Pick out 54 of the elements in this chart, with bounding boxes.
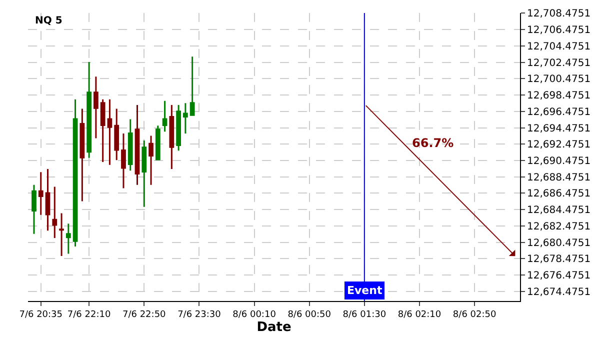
y-tick-label: 12,680.4751 xyxy=(527,238,591,249)
x-tick-label: 7/6 22:10 xyxy=(67,310,111,320)
candlestick xyxy=(142,140,147,208)
y-tick-label: 12,706.4751 xyxy=(527,25,591,36)
y-tick-label: 12,692.4751 xyxy=(527,140,591,151)
x-axis-title: Date xyxy=(256,320,292,335)
chart-title: NQ 5 xyxy=(35,16,62,26)
candlestick xyxy=(121,132,126,189)
y-tick-label: 12,682.4751 xyxy=(527,221,591,232)
candlestick xyxy=(148,134,154,186)
candlestick xyxy=(128,118,133,172)
x-tick-label: 8/6 01:30 xyxy=(342,310,386,320)
candlestick xyxy=(155,124,160,160)
x-tick-label: 8/6 00:10 xyxy=(232,310,276,320)
y-tick-label: 12,676.4751 xyxy=(527,270,591,282)
x-tick-label: 7/6 22:50 xyxy=(122,310,166,320)
y-tick-label: 12,674.4751 xyxy=(527,286,591,298)
candlestick xyxy=(107,98,112,166)
x-tick-label: 8/6 02:10 xyxy=(398,310,442,320)
y-tick-label: 12,708.4751 xyxy=(527,8,591,20)
candlestick xyxy=(134,104,140,186)
x-tick-label: 7/6 23:30 xyxy=(178,310,222,320)
candlestick xyxy=(176,104,181,152)
candlestick xyxy=(114,108,120,161)
x-tick-label: 7/6 20:35 xyxy=(19,310,63,320)
y-tick-label: 12,704.4751 xyxy=(527,41,591,52)
y-tick-label: 12,678.4751 xyxy=(527,254,591,266)
candlestick xyxy=(72,98,78,248)
y-tick-label: 12,686.4751 xyxy=(527,188,591,200)
y-tick-label: 12,702.4751 xyxy=(527,58,591,69)
annotation: 66.7% xyxy=(412,136,454,150)
y-tick-label: 12,688.4751 xyxy=(527,172,591,184)
y-tick-label: 12,690.4751 xyxy=(527,156,591,167)
y-tick-label: 12,698.4751 xyxy=(527,90,591,102)
candlestick xyxy=(169,104,174,170)
candlestick xyxy=(100,98,106,163)
candlestick xyxy=(45,168,50,232)
ref-line-label: Event xyxy=(347,284,382,297)
candlestick xyxy=(32,184,36,235)
candlestick xyxy=(52,186,58,239)
candlestick xyxy=(190,56,195,116)
candlestick xyxy=(162,100,168,132)
candlestick xyxy=(183,102,188,134)
y-tick-label: 12,694.4751 xyxy=(527,123,591,134)
y-tick-label: 12,684.4751 xyxy=(527,205,591,216)
x-tick-label: 8/6 02:50 xyxy=(452,310,496,320)
candlestick xyxy=(38,171,44,216)
candlestick xyxy=(59,212,64,257)
candlestick xyxy=(66,222,71,255)
x-tick-label: 8/6 00:50 xyxy=(288,310,332,320)
candlestick xyxy=(94,76,98,140)
y-tick-label: 12,700.4751 xyxy=(527,74,591,86)
candlestick xyxy=(80,108,85,202)
y-tick-label: 12,696.4751 xyxy=(527,106,591,118)
